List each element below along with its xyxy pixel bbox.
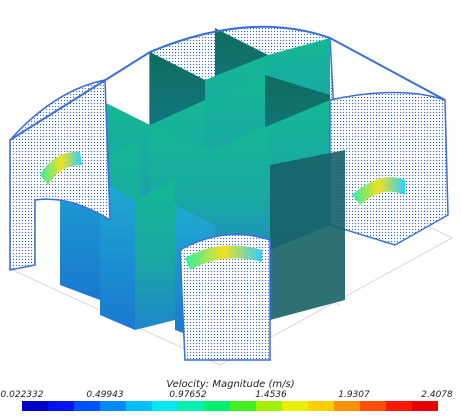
right-vector-wall: [329, 91, 449, 246]
colorbar-swatch: [412, 401, 438, 411]
colorbar-swatch: [22, 401, 48, 411]
colorbar-swatch: [178, 401, 204, 411]
legend-tick-5: 1.9307: [338, 390, 370, 400]
colorbar-swatch: [256, 401, 282, 411]
legend-colorbar: [22, 401, 438, 411]
colorbar-swatch: [204, 401, 230, 411]
left-vector-wall: [9, 79, 111, 271]
color-legend: Velocity: Magnitude (m/s) 0.022332 0.499…: [0, 378, 461, 420]
legend-tick-4: 1.4536: [255, 390, 287, 400]
left-hot-arch: [40, 151, 82, 185]
legend-tick-6: 2.4078: [421, 390, 453, 400]
front-vector-wall: [179, 233, 271, 361]
right-hot-arch: [352, 177, 405, 205]
colorbar-swatch: [152, 401, 178, 411]
colorbar-swatch: [126, 401, 152, 411]
roof-outline: [9, 25, 446, 141]
dense-vector-plane: [270, 150, 345, 320]
colorbar-swatch: [386, 401, 412, 411]
colorbar-swatch: [360, 401, 386, 411]
colorbar-swatch: [48, 401, 74, 411]
colorbar-swatch: [334, 401, 360, 411]
legend-title: Velocity: Magnitude (m/s): [166, 379, 295, 390]
legend-tick-3: 0.97652: [169, 390, 207, 400]
cfd-velocity-visualization: [7, 25, 453, 366]
colorbar-swatch: [308, 401, 334, 411]
colorbar-swatch: [100, 401, 126, 411]
front-hot-arch: [185, 245, 262, 270]
legend-tick-2: 0.49943: [86, 390, 124, 400]
legend-tick-1: 0.022332: [0, 390, 44, 400]
colorbar-swatch: [282, 401, 308, 411]
colorbar-swatch: [74, 401, 100, 411]
colorbar-swatch: [230, 401, 256, 411]
